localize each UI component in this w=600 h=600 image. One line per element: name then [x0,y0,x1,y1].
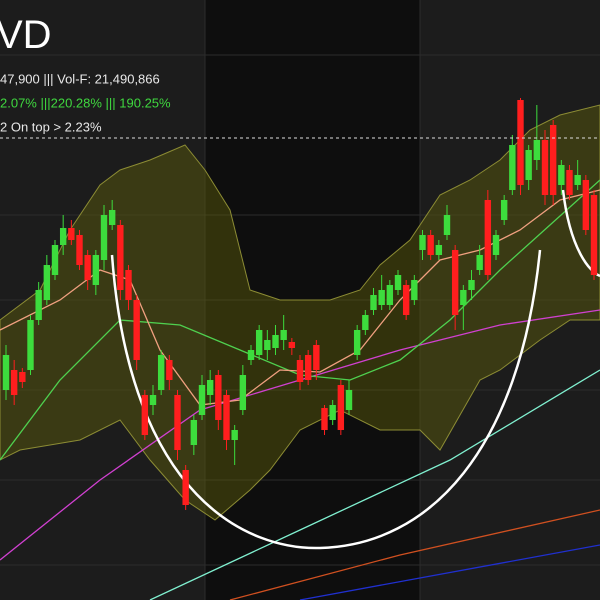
candle-body [288,342,296,348]
candle-body [133,300,140,360]
candle-body [492,235,500,255]
ticker-title: VD [0,13,52,57]
candle-body [141,395,149,435]
candle-body [255,330,263,355]
candle-body [386,285,394,305]
candle-body [231,430,238,440]
candle-body [337,385,345,430]
candle-body [500,200,508,220]
candle-body [443,215,451,235]
bollinger-band [0,104,600,521]
candle-body [590,195,598,275]
price-volume: 47,900 ||| Vol-F: 21,490,866 [0,71,160,86]
candle-body [582,180,590,230]
candle-body [10,370,18,395]
candle-body [125,270,132,300]
candle-body [100,215,108,260]
candle-body [460,290,467,305]
candle-body [517,100,524,185]
candle-body [484,200,492,275]
candle-body [247,350,255,360]
candle-body [264,340,271,350]
candle-body [51,245,59,275]
candle-body [427,235,434,255]
candle-body [174,395,181,450]
cup-pattern [110,249,542,550]
candle-body [272,335,279,348]
candle-body [166,360,173,380]
candle-body [117,225,124,290]
candle-body [419,235,426,250]
candle-body [92,255,100,285]
candle-body [27,320,34,370]
candle-body [206,380,214,395]
candle-body [84,255,91,280]
candle-body [280,330,287,340]
candle-body [509,145,516,190]
candle-body [549,125,557,195]
candle-body [345,390,353,410]
candle-body [190,420,198,445]
candle-body [566,170,573,195]
signal: 2 On top > 2.23% [0,119,102,134]
candle-body [223,395,230,440]
candle-body [198,385,206,415]
candle-body [182,470,189,505]
candle-body [149,395,157,405]
candle-body [353,330,361,355]
candle-body [321,408,328,430]
candle-body [468,280,475,290]
candle-body [313,345,320,370]
candle-body [2,355,10,390]
candle-body [19,372,26,382]
candle-body [35,290,42,320]
candle-body [525,150,532,180]
candle-body [59,228,67,245]
candle-body [43,265,51,300]
candle-body [574,175,581,185]
candle-body [476,255,483,270]
candle-body [402,285,410,315]
candle-body [435,245,443,255]
candle-body [533,140,541,160]
candle-body [304,355,312,380]
candle-body [215,375,222,420]
candle-body [541,140,549,195]
candle-body [378,290,385,305]
candle-body [68,228,75,240]
candle-body [558,165,565,185]
performance: 2.07% |||220.28% ||| 190.25% [0,95,171,110]
candle-body [157,355,165,390]
candle-body [239,375,247,410]
candle-body [329,405,336,420]
candle-body [394,275,402,290]
candle-body [411,280,418,300]
candle-body [296,360,304,382]
candle-body [370,295,377,310]
candle-body [451,250,459,315]
candles [2,98,598,510]
candle-body [76,235,83,265]
candle-body [108,210,116,225]
candle-body [362,315,369,330]
